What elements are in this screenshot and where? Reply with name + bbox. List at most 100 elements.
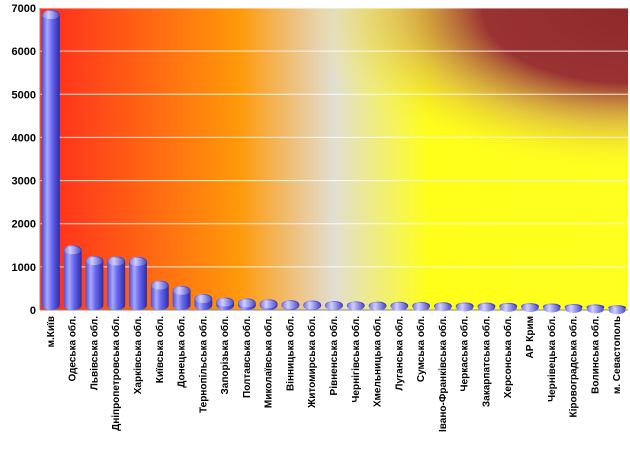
- bar-cap: [42, 11, 60, 20]
- bar: [542, 303, 561, 313]
- bar: [433, 302, 452, 312]
- bar: [390, 301, 409, 311]
- bar: [237, 298, 256, 310]
- y-tick-label: 0: [30, 305, 36, 317]
- bar-cap: [565, 304, 582, 313]
- x-tick-label: Чернівецька обл.: [546, 316, 558, 402]
- bar: [129, 256, 147, 310]
- bar-body: [63, 245, 82, 310]
- bar: [499, 302, 518, 312]
- bar-cap: [325, 301, 343, 310]
- bar-cap: [64, 246, 82, 255]
- bar-cap: [129, 257, 147, 266]
- x-tick-label: Житомирська обл.: [306, 316, 318, 409]
- y-tick-label: 7000: [12, 3, 36, 15]
- x-tick-label: Чернігівська обл.: [350, 316, 362, 403]
- bar: [41, 10, 60, 311]
- x-tick-label: Волинська обл.: [589, 316, 601, 394]
- y-tick-label: 6000: [12, 46, 36, 58]
- bar-cap: [151, 281, 169, 290]
- x-tick-label: Рівненська обл.: [328, 316, 340, 396]
- x-tick-label: Луганська обл.: [393, 316, 405, 391]
- bar-cap: [173, 286, 190, 295]
- bar-cap: [521, 304, 539, 313]
- bar-cap: [434, 303, 452, 312]
- x-tick-label: Івано-Франківська обл.: [437, 316, 449, 432]
- x-tick-label: Харківська обл.: [132, 316, 144, 394]
- bar-cap: [282, 301, 299, 310]
- bar: [150, 280, 169, 310]
- bar: [477, 302, 496, 312]
- bar-cap: [347, 302, 365, 311]
- bar: [194, 294, 213, 310]
- bar: [216, 297, 235, 310]
- x-tick-label: Полтавська обл.: [241, 316, 253, 398]
- x-tick-label: Миколаївська обл.: [263, 316, 275, 408]
- x-axis: м.Київ Одеська обл. Львівська обл. Дніпропе…: [46, 316, 623, 432]
- plot-fill-corner: [40, 8, 628, 310]
- bar: [85, 256, 104, 310]
- bar-cap: [390, 302, 408, 311]
- plot-background: [40, 8, 628, 310]
- bar: [63, 245, 82, 310]
- bar: [172, 285, 191, 310]
- bar-cap: [608, 306, 626, 315]
- x-tick-label: Вінницька обл.: [284, 316, 296, 391]
- bar: [259, 299, 278, 310]
- x-tick-label: Донецька обл.: [176, 316, 188, 388]
- bar: [586, 304, 605, 314]
- x-tick-label: м. Севастополь: [612, 316, 623, 394]
- bars: [41, 10, 627, 315]
- y-tick-label: 4000: [12, 132, 36, 144]
- y-tick-label: 1000: [12, 262, 36, 274]
- bar: [346, 301, 365, 311]
- bar: [303, 300, 322, 310]
- bar-cap: [303, 301, 321, 310]
- x-tick-label: Черкаська обл.: [459, 316, 471, 392]
- x-tick-label: Одеська обл.: [67, 316, 79, 382]
- bar: [325, 300, 343, 310]
- bar-body: [107, 256, 126, 310]
- x-tick-label: Львівська обл.: [88, 316, 100, 390]
- bar-cap: [194, 295, 212, 304]
- bar-cap: [499, 303, 517, 312]
- bar: [564, 303, 583, 313]
- bar: [107, 256, 126, 310]
- x-tick-label: Запорізька обл.: [219, 316, 231, 395]
- x-tick-label: Хмельницька обл.: [372, 316, 384, 407]
- bar: [281, 300, 300, 310]
- x-tick-label: АР Крим: [525, 316, 536, 358]
- y-tick-label: 5000: [12, 89, 36, 101]
- bar-body: [85, 256, 104, 310]
- x-tick-label: Дніпропетровська обл.: [110, 316, 122, 431]
- x-tick-label: Сумська обл.: [415, 316, 427, 382]
- bar: [412, 302, 431, 312]
- bar-cap: [456, 303, 474, 312]
- x-tick-label: Закарпатська обл.: [480, 316, 492, 407]
- bar-cap: [586, 305, 604, 314]
- bar-cap: [107, 257, 125, 266]
- bar: [455, 302, 474, 312]
- bar-cap: [412, 303, 430, 312]
- bar-cap: [369, 302, 386, 311]
- x-tick-label: Херсонська обл.: [502, 316, 514, 398]
- bar: [521, 303, 539, 313]
- y-tick-label: 3000: [12, 176, 36, 188]
- x-tick-label: Кіровоградська обл.: [568, 316, 580, 418]
- bar-cap: [216, 298, 234, 307]
- bar-cap: [543, 304, 561, 313]
- x-tick-label: Київська обл.: [154, 316, 166, 383]
- bar-cap: [238, 299, 256, 308]
- bar-cap: [260, 300, 278, 309]
- x-tick-label: Тернопільська обл.: [197, 316, 209, 413]
- y-tick-label: 2000: [12, 219, 36, 231]
- bar-cap: [86, 257, 103, 266]
- bar-cap: [478, 303, 495, 312]
- x-tick-label: м.Київ: [46, 316, 57, 347]
- bar: [608, 305, 627, 315]
- bar-body: [41, 10, 60, 311]
- bar: [368, 301, 387, 311]
- bar-body: [129, 256, 147, 310]
